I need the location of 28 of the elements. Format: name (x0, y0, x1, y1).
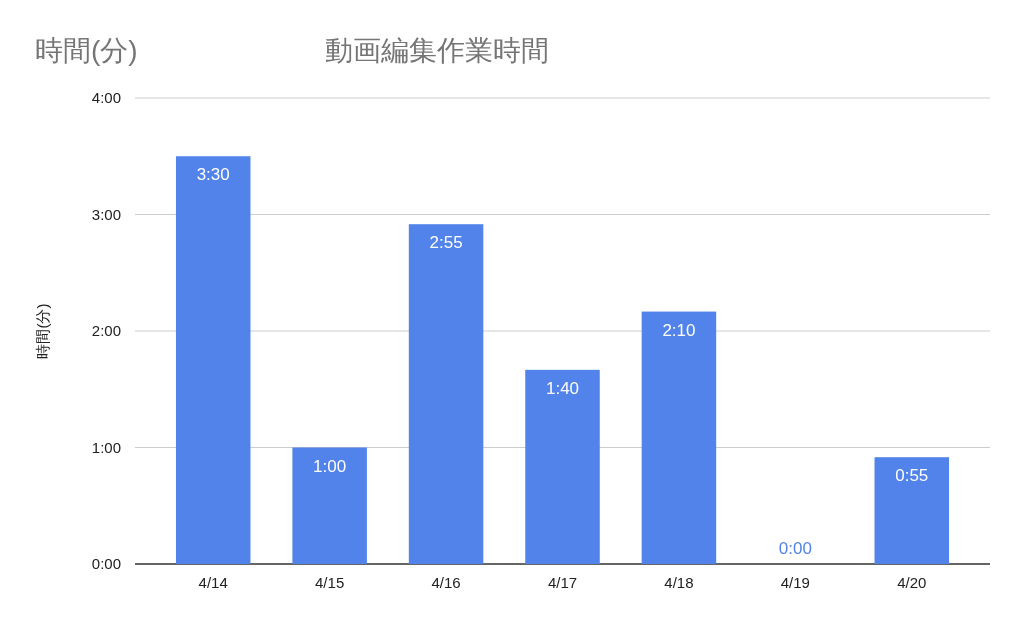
x-tick-label: 4/16 (431, 574, 461, 591)
chart-title: 動画編集作業時間 (325, 35, 549, 66)
bar (175, 156, 251, 564)
x-tick-label: 4/20 (897, 574, 927, 591)
y-tick-label: 2:00 (91, 322, 121, 339)
text: 1:00 (313, 456, 347, 476)
text: 2:55 (429, 233, 463, 253)
text: 0:00 (778, 539, 812, 558)
y-axis-title: 時間(分) (34, 303, 51, 359)
y-tick-label: 4:00 (91, 89, 121, 106)
text: 2:10 (662, 320, 696, 340)
x-tick-label: 4/17 (547, 574, 578, 591)
bar (874, 457, 950, 564)
x-tick-label: 4/19 (780, 574, 810, 591)
y-tick-label: 1:00 (91, 438, 121, 456)
x-tick-label: 4/18 (664, 574, 694, 591)
text: 時間(分) (35, 35, 138, 66)
y-tick-label: 0:00 (91, 555, 121, 572)
bar (408, 224, 484, 564)
x-tick-label: 4/14 (198, 574, 228, 591)
bar (292, 447, 367, 564)
text: 1:40 (545, 378, 580, 398)
bar (641, 311, 717, 564)
text: 0:55 (895, 466, 929, 486)
bar (525, 369, 600, 564)
text: 3:30 (196, 165, 230, 185)
y-tick-label: 3:00 (91, 205, 121, 223)
x-tick-label: 4/15 (315, 574, 345, 591)
